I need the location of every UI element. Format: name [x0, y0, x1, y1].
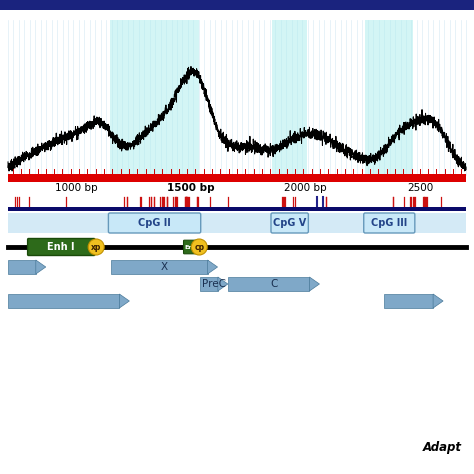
FancyBboxPatch shape — [109, 213, 201, 233]
Bar — [365, 20, 413, 175]
Bar — [8, 207, 466, 211]
Text: C: C — [270, 279, 277, 289]
Polygon shape — [119, 294, 129, 308]
Bar — [8, 213, 466, 233]
Bar — [0, 0, 474, 10]
Text: Enh: Enh — [185, 245, 198, 249]
Text: xp: xp — [91, 243, 101, 252]
Bar — [8, 260, 36, 274]
Text: 2000 bp: 2000 bp — [284, 183, 327, 193]
Bar — [8, 294, 119, 308]
Bar — [273, 20, 307, 175]
Text: 1500 bp: 1500 bp — [167, 183, 215, 193]
Circle shape — [88, 239, 104, 255]
FancyBboxPatch shape — [27, 238, 95, 255]
Text: CpG III: CpG III — [371, 218, 408, 228]
Polygon shape — [36, 260, 46, 274]
FancyBboxPatch shape — [183, 240, 199, 254]
Text: cp: cp — [194, 243, 204, 252]
Bar — [111, 260, 208, 274]
Text: PreC: PreC — [202, 279, 226, 289]
Bar — [383, 294, 433, 308]
Circle shape — [191, 239, 207, 255]
FancyBboxPatch shape — [271, 213, 309, 233]
Bar — [8, 174, 466, 182]
Bar — [228, 277, 310, 291]
Text: 2500: 2500 — [407, 183, 433, 193]
Polygon shape — [310, 277, 319, 291]
Text: X: X — [161, 262, 168, 272]
Text: Enh I: Enh I — [47, 242, 75, 252]
Text: CpG II: CpG II — [138, 218, 171, 228]
Text: CpG V: CpG V — [273, 218, 306, 228]
Polygon shape — [208, 260, 218, 274]
Polygon shape — [433, 294, 443, 308]
Text: Adapt: Adapt — [423, 441, 462, 454]
Polygon shape — [218, 277, 228, 291]
FancyBboxPatch shape — [364, 213, 415, 233]
Bar — [8, 20, 466, 175]
Bar — [201, 277, 218, 291]
Text: 1000 bp: 1000 bp — [55, 183, 98, 193]
Bar — [110, 20, 199, 175]
